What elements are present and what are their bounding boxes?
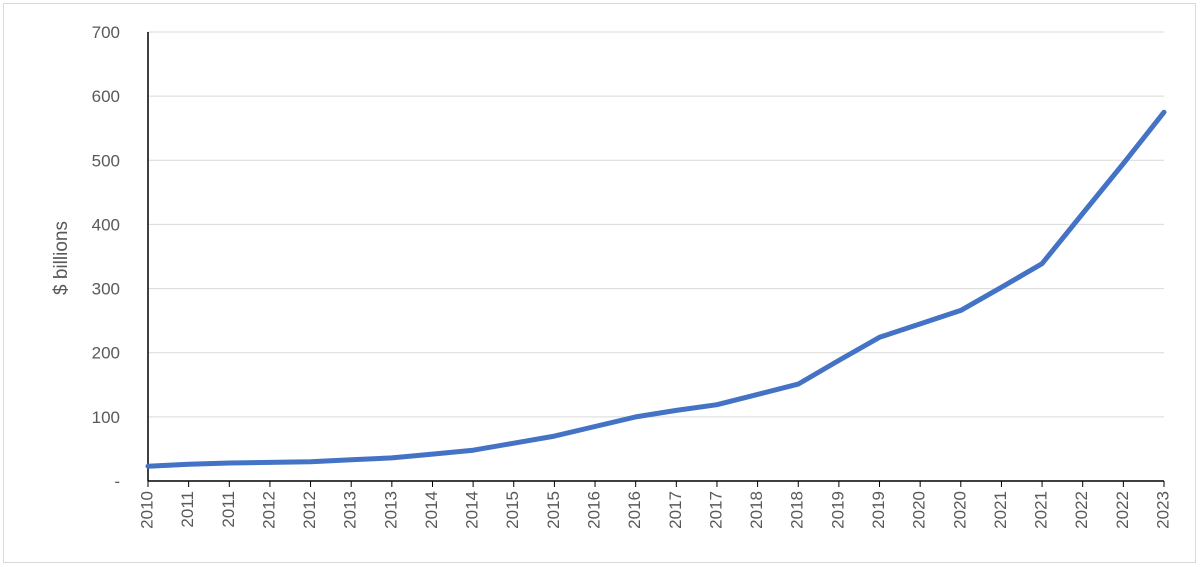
- data-point: [146, 464, 150, 468]
- x-tick-label: 2021: [1032, 491, 1051, 529]
- x-tick-label: 2013: [341, 491, 360, 529]
- y-axis-title: $ billions: [51, 221, 72, 295]
- y-tick-label: 400: [92, 215, 120, 234]
- series-line: [145, 109, 1167, 469]
- data-point: [1121, 161, 1125, 165]
- x-tick-label: 2016: [585, 491, 604, 529]
- x-tick-label: 2021: [991, 491, 1010, 529]
- x-tick-label: 2014: [463, 491, 482, 529]
- x-tick-label: 2011: [178, 491, 197, 528]
- gridlines: [148, 31, 1164, 418]
- data-point: [959, 308, 963, 312]
- y-tick-label: -: [114, 472, 120, 491]
- x-tick-label: 2011: [219, 491, 238, 528]
- x-tick-label: 2013: [381, 491, 400, 529]
- data-point: [227, 461, 231, 465]
- x-tick-label: 2018: [788, 491, 807, 529]
- data-point: [1162, 110, 1166, 114]
- data-point: [634, 415, 638, 419]
- x-tick-label: 2022: [1072, 491, 1091, 529]
- data-point: [756, 392, 760, 396]
- data-point: [837, 358, 841, 362]
- x-tick-label: 2019: [828, 491, 847, 529]
- data-point: [715, 403, 719, 407]
- x-tick-label: 2014: [422, 491, 441, 529]
- data-point: [512, 441, 516, 445]
- data-point: [390, 456, 394, 460]
- data-point: [918, 322, 922, 326]
- data-point: [309, 460, 313, 464]
- data-point: [999, 285, 1003, 289]
- data-point: [268, 460, 272, 464]
- x-tick-label: 2017: [666, 491, 685, 529]
- data-point: [349, 458, 353, 462]
- x-tick-label: 2018: [747, 491, 766, 529]
- x-tick-label: 2012: [300, 491, 319, 529]
- x-tick-label: 2022: [1113, 491, 1132, 529]
- data-point: [878, 335, 882, 339]
- x-axis: 2010 2011 2011 2012 2012 2013 2013 2014 2014 2015…: [137, 480, 1172, 529]
- data-point: [674, 408, 678, 412]
- x-tick-label: 2012: [259, 491, 278, 529]
- data-point: [187, 462, 191, 466]
- data-point: [796, 382, 800, 386]
- y-tick-label: 600: [92, 87, 120, 106]
- x-tick-label: 2023: [1153, 491, 1172, 529]
- x-tick-label: 2019: [869, 491, 888, 529]
- x-tick-label: 2020: [950, 491, 969, 529]
- x-tick-label: 2010: [137, 491, 156, 529]
- data-point: [471, 448, 475, 452]
- y-tick-label: 200: [92, 344, 120, 363]
- y-tick-label: 300: [92, 280, 120, 299]
- y-tick-label: 700: [92, 23, 120, 42]
- x-tick-label: 2017: [706, 491, 725, 529]
- x-tick-label: 2015: [503, 491, 522, 529]
- x-tick-label: 2016: [625, 491, 644, 529]
- x-tick-label: 2020: [910, 491, 929, 529]
- data-point: [593, 424, 597, 428]
- y-tick-label: 500: [92, 151, 120, 170]
- data-point: [1081, 212, 1085, 216]
- data-point: [552, 434, 556, 438]
- series-layer: [145, 109, 1167, 469]
- x-tick-label: 2015: [544, 491, 563, 529]
- y-axis: - 100 200 300 400 500 600 700: [92, 23, 149, 491]
- data-point: [430, 452, 434, 456]
- data-point: [1040, 262, 1044, 266]
- y-tick-label: 100: [92, 408, 120, 427]
